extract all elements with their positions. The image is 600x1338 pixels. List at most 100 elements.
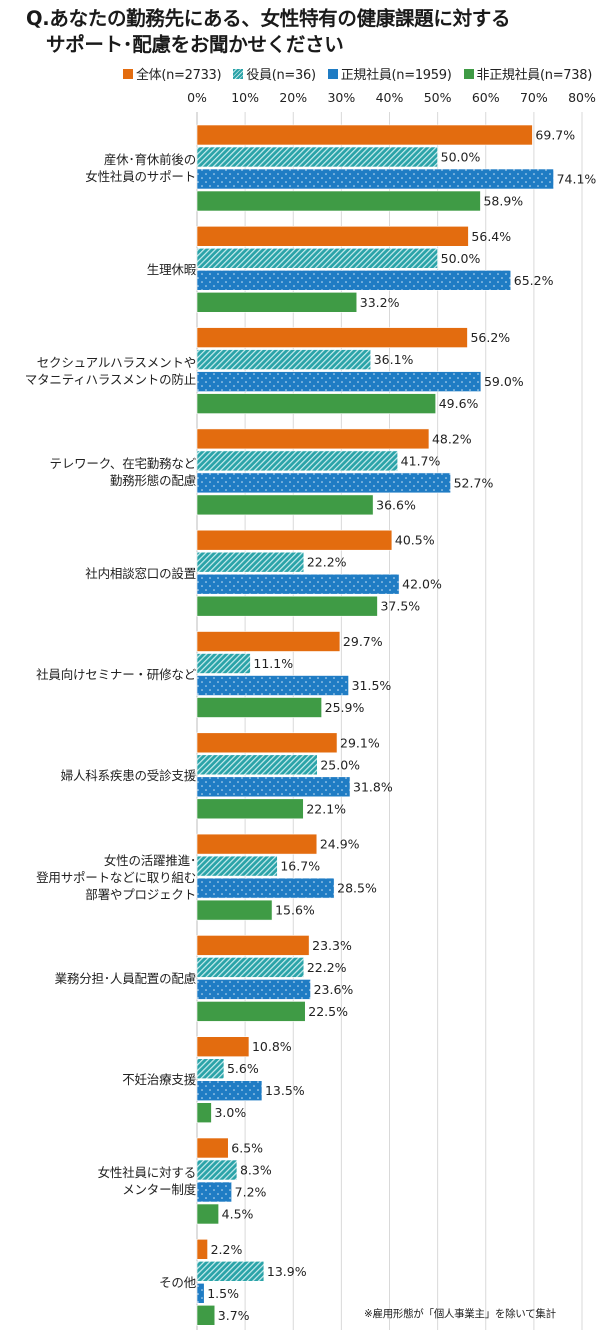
x-axis-ticks: 0% 10% 20% 30% 40% 50% 60% 70% 80% [0, 90, 600, 106]
bar-executives [196, 1159, 238, 1181]
data-label-all: 56.2% [470, 330, 510, 345]
bar-regular [196, 472, 451, 494]
data-label-executives: 11.1% [253, 656, 293, 671]
data-label-executives: 25.0% [320, 757, 360, 772]
bar-regular [196, 1181, 232, 1203]
x-tick-label: 70% [519, 90, 548, 105]
footnote: ※雇用形態が「個人事業主」を除いて集計 [364, 1308, 556, 1320]
category-label-line: 生理休暇 [146, 261, 196, 277]
bar-nonregular [196, 494, 374, 516]
x-tick-label: 30% [327, 90, 356, 105]
bar-regular [196, 573, 400, 595]
data-label-nonregular: 22.1% [306, 801, 346, 816]
data-label-all: 40.5% [395, 533, 435, 548]
bar-executives [196, 146, 438, 168]
data-label-all: 24.9% [320, 837, 360, 852]
legend-label-regular: 正規社員(n=1959) [340, 68, 452, 83]
bar-all [196, 428, 430, 450]
category-label-line: 不妊治療支援 [122, 1072, 196, 1088]
data-label-executives: 22.2% [307, 960, 347, 975]
data-label-nonregular: 37.5% [380, 599, 420, 614]
bar-nonregular [196, 291, 358, 313]
category-label-line: マタニティハラスメントの防止 [24, 371, 196, 387]
data-label-all: 48.2% [432, 431, 472, 446]
bar-regular [196, 675, 349, 696]
bar-regular [196, 1283, 205, 1304]
x-tick-label: 60% [471, 90, 500, 105]
bar-executives [196, 653, 251, 674]
bar-regular [196, 1080, 263, 1101]
data-label-all: 69.7% [535, 128, 575, 143]
data-label-nonregular: 58.9% [483, 194, 523, 209]
bar-all [196, 935, 310, 956]
data-label-all: 2.2% [211, 1242, 243, 1257]
bar-executives [196, 1058, 225, 1079]
bar-nonregular [196, 1001, 306, 1022]
data-label-regular: 59.0% [484, 374, 524, 389]
category-label: 社内相談窓口の設置 [85, 565, 196, 582]
legend-item-executives: 役員(n=36) [233, 64, 316, 83]
data-label-executives: 16.7% [280, 859, 320, 874]
legend-label-executives: 役員(n=36) [246, 68, 316, 83]
legend-item-nonregular: 非正規社員(n=738) [463, 64, 592, 83]
data-label-executives: 41.7% [401, 453, 441, 468]
chart-title-line-1: Q.あなたの勤務先にある、女性特有の健康課題に対する [26, 7, 511, 30]
data-label-nonregular: 36.6% [376, 497, 416, 512]
category-label: 女性の活躍推進･ 登用サポートなどに取り組む 部署やプロジェクト [36, 852, 196, 903]
bar-nonregular [196, 697, 322, 718]
gridlines [196, 112, 583, 1330]
data-label-executives: 13.9% [267, 1264, 307, 1279]
category-label-line: 女性社員のサポート [85, 169, 196, 184]
category-label: 産休･育休前後の女性社員のサポート [85, 151, 196, 185]
bar-all [196, 732, 338, 754]
bar-executives [196, 551, 305, 573]
category-label: 女性社員に対する メンター制度 [97, 1164, 197, 1198]
bar-executives [196, 349, 372, 370]
bar-nonregular [196, 899, 273, 921]
data-label-nonregular: 4.5% [222, 1207, 254, 1222]
data-label-nonregular: 25.9% [325, 700, 365, 715]
category-label-line: 部署やプロジェクト [85, 886, 196, 902]
category-label-line: 社内相談窓口の設置 [85, 565, 196, 581]
category-label: 不妊治療支援 [122, 1071, 196, 1088]
data-label-regular: 28.5% [337, 881, 377, 896]
category-label-line: 女性の活躍推進･ [103, 852, 196, 868]
bar-all [196, 631, 341, 652]
data-label-regular: 52.7% [454, 475, 494, 490]
bar-nonregular [196, 798, 304, 820]
data-label-nonregular: 22.5% [308, 1004, 348, 1019]
category-label: その他 [159, 1274, 196, 1291]
data-label-executives: 8.3% [240, 1163, 272, 1178]
data-label-regular: 23.6% [314, 982, 354, 997]
legend-swatch-all [122, 68, 133, 79]
category-label-line: その他 [159, 1274, 196, 1290]
data-label-all: 6.5% [231, 1141, 263, 1156]
bar-nonregular [196, 1102, 212, 1123]
category-label-line: 女性社員に対する [97, 1165, 197, 1180]
data-label-executives: 22.2% [307, 555, 347, 570]
category-label-line: 産休･育休前後の [103, 152, 196, 167]
data-label-regular: 7.2% [235, 1185, 267, 1200]
category-label-line: 業務分担･人員配置の配慮 [54, 970, 197, 986]
category-label: 業務分担･人員配置の配慮 [54, 970, 197, 987]
category-label: 生理休暇 [147, 261, 196, 278]
bar-executives [196, 1261, 265, 1282]
bar-regular [196, 776, 351, 798]
chart-title: Q.あなたの勤務先にある、女性特有の健康課題に対する サポート･配慮をお聞かせく… [26, 6, 510, 58]
data-label-all: 56.4% [471, 229, 511, 244]
bar-nonregular [196, 393, 436, 414]
data-label-regular: 74.1% [557, 172, 597, 187]
bar-nonregular [196, 1305, 216, 1326]
bar-regular [196, 168, 554, 190]
bar-all [196, 327, 468, 348]
bar-all [196, 1239, 208, 1260]
legend-swatch-regular [327, 68, 338, 79]
data-label-regular: 1.5% [207, 1286, 239, 1301]
category-label-line: 勤務形態の配慮 [109, 472, 196, 488]
bar-executives [196, 450, 398, 472]
bar-executives [196, 855, 278, 877]
bar-regular [196, 979, 311, 1000]
data-label-all: 29.1% [340, 735, 380, 750]
category-label: テレワーク、在宅勤務など 勤務形態の配慮 [50, 455, 197, 489]
data-labels: 69.7% 50.0% 74.1% 58.9% 56.4% 50.0% 65.2% 33.2%… [207, 128, 596, 1323]
